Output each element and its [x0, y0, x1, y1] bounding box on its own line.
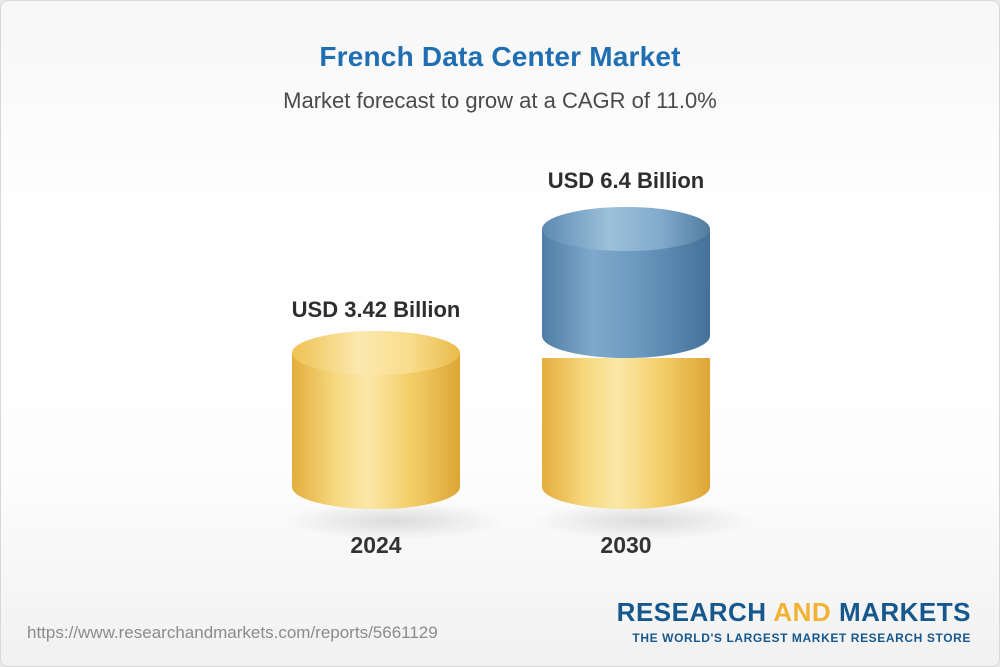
logo-word-markets: MARKETS — [838, 597, 971, 627]
research-and-markets-logo: RESEARCH AND MARKETS THE WORLD'S LARGEST… — [617, 597, 971, 645]
logo-wordmark: RESEARCH AND MARKETS — [617, 597, 971, 628]
bar-2030-cylinder-base-segment — [542, 358, 710, 509]
logo-word-research: RESEARCH — [616, 597, 767, 627]
bar-2024-cylinder-body — [292, 353, 460, 509]
bar-2024-cylinder-top — [292, 331, 460, 375]
bar-2030-cylinder-top — [542, 207, 710, 251]
x-axis-label-2024: 2024 — [350, 532, 402, 558]
logo-word-and: AND — [773, 597, 832, 627]
logo-tagline: THE WORLD'S LARGEST MARKET RESEARCH STOR… — [632, 631, 971, 645]
value-label-2024: USD 3.42 Billion — [291, 297, 461, 322]
chart-subtitle: Market forecast to grow at a CAGR of 11.… — [283, 88, 717, 113]
report-url: https://www.researchandmarkets.com/repor… — [27, 623, 438, 642]
chart-title: French Data Center Market — [319, 41, 681, 72]
value-label-2030: USD 6.4 Billion — [547, 168, 705, 193]
x-axis-label-2030: 2030 — [600, 532, 652, 558]
